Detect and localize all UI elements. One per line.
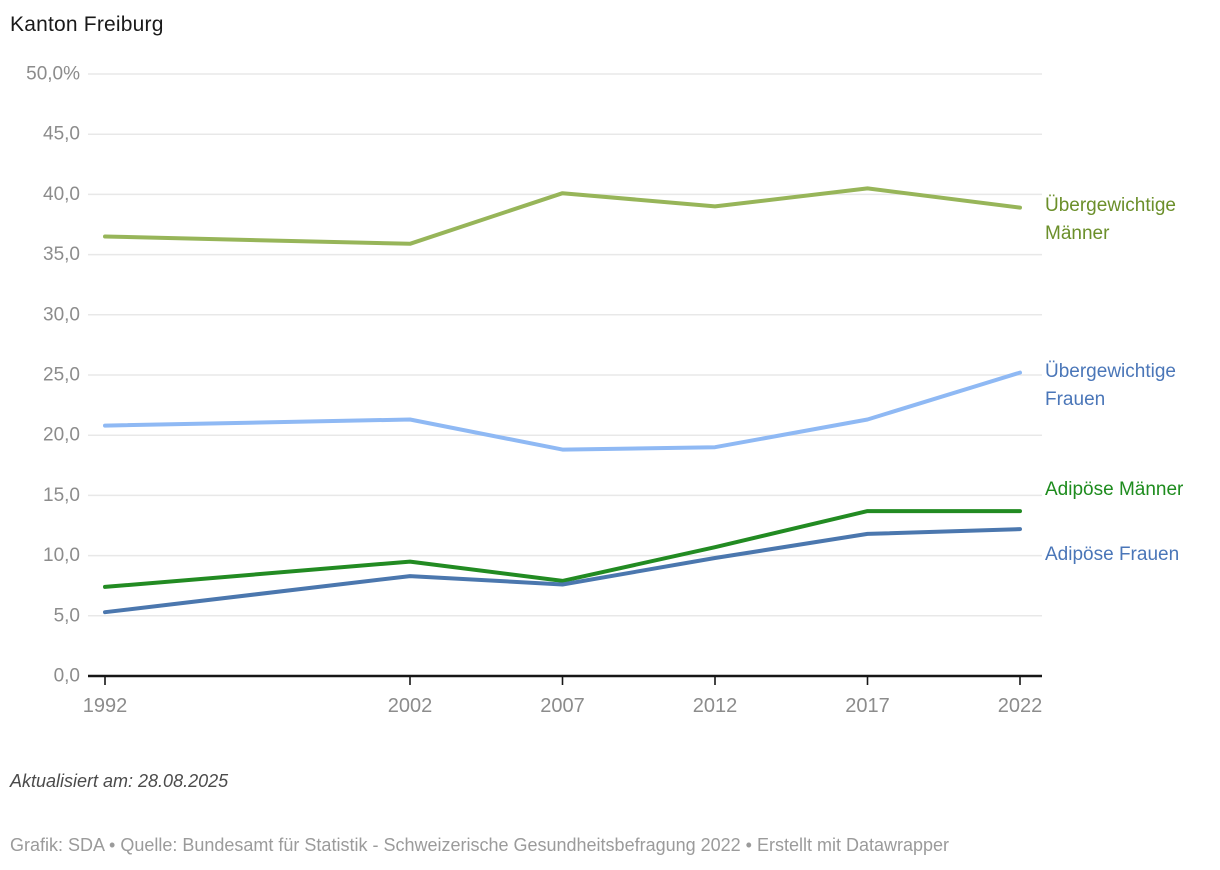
y-tick-label: 30,0: [43, 304, 80, 325]
series-line-1: [103, 370, 1022, 452]
footer-updated-date: Aktualisiert am: 28.08.2025: [10, 771, 229, 791]
y-tick-label: 40,0: [43, 184, 80, 205]
y-tick-label: 50,0%: [26, 64, 80, 85]
series-line-0: [103, 186, 1022, 246]
y-tick-label: 15,0: [43, 485, 80, 506]
y-tick-label: 45,0: [43, 124, 80, 145]
series-line-2: [103, 509, 1022, 589]
series-label-adipoese-frauen: Adipöse Frauen: [1045, 544, 1180, 565]
x-tick-label: 1992: [83, 695, 128, 717]
line-chart-plot: 50,0% 45,0 40,0 35,0 30,0 25,0 20,0 15,0 10,0 5,0…: [26, 64, 1043, 718]
chart-title: Kanton Freiburg: [10, 13, 164, 36]
series-label-uebergewichtige-maenner: Übergewichtige Männer: [1045, 195, 1176, 244]
series-label-uebergewichtige-frauen: Übergewichtige Frauen: [1045, 361, 1176, 410]
y-tick-label: 10,0: [43, 545, 80, 566]
x-tick-label: 2002: [388, 695, 433, 717]
x-tick-label: 2012: [693, 695, 738, 717]
x-tick-label: 2017: [845, 695, 890, 717]
y-tick-label: 35,0: [43, 244, 80, 265]
series-label-adipoese-maenner: Adipöse Männer: [1045, 479, 1184, 500]
y-tick-label: 5,0: [54, 605, 80, 626]
footer-attribution: Grafik: SDA • Quelle: Bundesamt für Stat…: [10, 835, 950, 855]
x-tick-label: 2007: [540, 695, 585, 717]
y-tick-label: 0,0: [54, 666, 80, 687]
y-tick-label: 25,0: [43, 365, 80, 386]
y-tick-label: 20,0: [43, 425, 80, 446]
series-line-3: [103, 527, 1022, 615]
x-tick-label: 2022: [998, 695, 1043, 717]
